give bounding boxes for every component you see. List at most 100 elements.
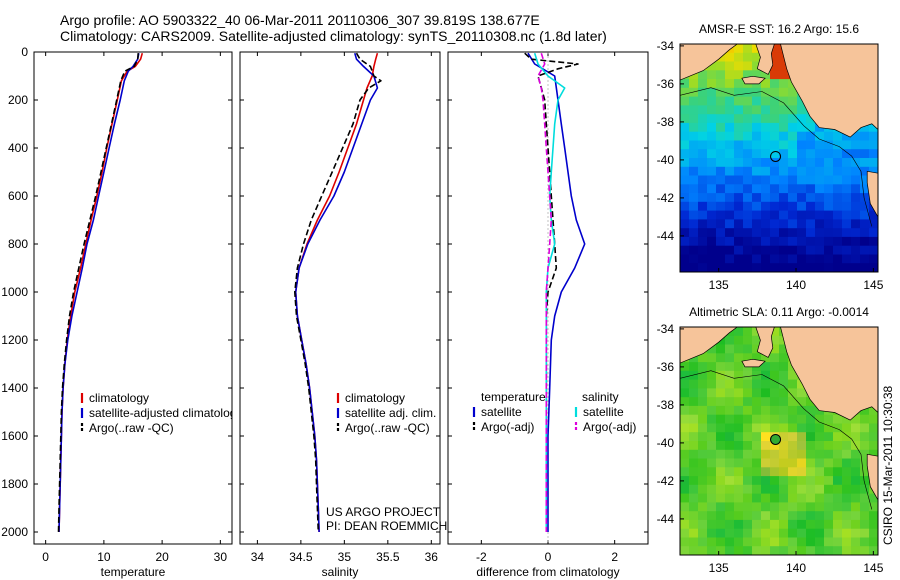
- sst_map-cell: [698, 70, 708, 80]
- sst_map-cell: [824, 193, 834, 203]
- sla_map-cell: [743, 353, 753, 363]
- sla_map-cell: [743, 467, 753, 477]
- sst-map-panel: 135 140 145 -34 -36 -38 -40 -42 -44 AMSR-E SST: 1…: [657, 22, 884, 292]
- sla_map-cell: [869, 414, 878, 425]
- sst_map-cell: [824, 228, 834, 238]
- sst_map-cell: [716, 114, 726, 124]
- sst_map-cell: [833, 131, 843, 142]
- sst_map-cell: [761, 114, 771, 124]
- sst_map-cell: [716, 79, 726, 89]
- sst_map-cell: [689, 184, 699, 194]
- sla_map-cell: [707, 388, 717, 398]
- sla_map-cell: [716, 458, 726, 468]
- sla_map-cell: [725, 511, 735, 521]
- figure-title-line2: Climatology: CARS2009. Satellite-adjuste…: [60, 28, 607, 44]
- sla_map-cell: [770, 344, 780, 354]
- sst_map-cell: [689, 70, 699, 80]
- sst_map-cell: [734, 245, 744, 256]
- sla_map-cell: [761, 362, 771, 372]
- sla_map-cell: [725, 476, 735, 486]
- sla_map-cell: [833, 511, 843, 521]
- sla_map-cell: [752, 449, 762, 460]
- sla_map-cell: [788, 484, 798, 495]
- sst_map-cell: [734, 61, 744, 71]
- sst_map-cell: [770, 122, 780, 133]
- sst_map-cell: [725, 175, 735, 185]
- sst_map-cell: [797, 184, 807, 194]
- sla_map-cell: [743, 528, 753, 539]
- sst_map-cell: [761, 254, 771, 264]
- sst_map-cell: [725, 158, 735, 168]
- sst_map-cell: [815, 131, 825, 142]
- sst_map-cell: [734, 70, 744, 80]
- sla_map-cell: [797, 511, 807, 521]
- sst_map-cell: [788, 210, 798, 220]
- sla_map-cell: [689, 546, 699, 555]
- sst_map-cell: [797, 96, 807, 106]
- temperature-xtick-label: 20: [155, 550, 169, 564]
- sla_map-cell: [806, 441, 816, 451]
- sla_map-cell: [716, 449, 726, 460]
- sla_map-cell: [833, 414, 843, 425]
- sla_map-cell: [806, 397, 816, 407]
- sla_map-cell: [752, 546, 762, 555]
- sla_map-cell: [770, 502, 780, 512]
- sla_map-cell: [707, 449, 717, 460]
- sla_map-cell: [806, 414, 816, 425]
- sst_map-cell: [788, 254, 798, 264]
- sla_map-cell: [707, 546, 717, 555]
- sla_map-cell: [824, 476, 834, 486]
- sst_map-cell: [824, 158, 834, 168]
- sst_map-cell: [860, 184, 870, 194]
- sla_map-cell: [698, 405, 708, 416]
- sst_map-cell: [860, 149, 870, 159]
- sst_map-cell: [851, 140, 861, 150]
- sla_map-cell: [869, 432, 878, 442]
- sst_map-cell: [680, 193, 690, 203]
- temperature-series-argo-raw-qc: [57, 53, 139, 533]
- figure-title-line1: Argo profile: AO 5903322_40 06-Mar-2011 …: [60, 12, 540, 28]
- sla_map-cell: [680, 546, 690, 555]
- sla_map-cell: [788, 379, 798, 389]
- sla_map-cell: [797, 397, 807, 407]
- sst_map-cell: [689, 149, 699, 159]
- sst_map-xtick-label: 135: [709, 278, 729, 292]
- sla_map-cell: [689, 379, 699, 389]
- sla_map-cell: [761, 467, 771, 477]
- sst_map-cell: [743, 228, 753, 238]
- sst_map-cell: [815, 201, 825, 212]
- sst_map-cell: [725, 184, 735, 194]
- sst_map-cell: [698, 236, 708, 247]
- sla_map-cell: [779, 405, 789, 416]
- sst_map-cell: [788, 166, 798, 177]
- sla_map-cell: [788, 423, 798, 433]
- sst_map-cell: [734, 52, 744, 63]
- sst_map-cell: [797, 219, 807, 229]
- sst_map-cell: [770, 131, 780, 142]
- sla_map-cell: [689, 528, 699, 539]
- sst_map-cell: [725, 87, 735, 98]
- sla_map-cell: [725, 493, 735, 503]
- sst_map-cell: [797, 245, 807, 256]
- sst_map-cell: [752, 254, 762, 264]
- difference-legend: temperature salinitysatelliteArgo(-adj)sa…: [472, 390, 636, 434]
- difference-series-satellite: [533, 52, 566, 532]
- sst_map-cell: [707, 245, 717, 256]
- sst_map-cell: [842, 263, 852, 272]
- sla_map-cell: [851, 511, 861, 521]
- sla_map-cell: [851, 449, 861, 460]
- sst_map-cell: [743, 149, 753, 159]
- sst_map-cell: [779, 79, 789, 89]
- sst_map-cell: [698, 254, 708, 264]
- sla_map-cell: [743, 458, 753, 468]
- sla_map-cell: [743, 502, 753, 512]
- sla_map-cell: [797, 405, 807, 416]
- sst_map-cell: [779, 236, 789, 247]
- sla_map-cell: [815, 458, 825, 468]
- sla_map-cell: [743, 344, 753, 354]
- sla_map-cell: [833, 467, 843, 477]
- sla_map-cell: [689, 467, 699, 477]
- sla_map-cell: [806, 423, 816, 433]
- sst_map-cell: [806, 131, 816, 142]
- sla_map-cell: [779, 362, 789, 372]
